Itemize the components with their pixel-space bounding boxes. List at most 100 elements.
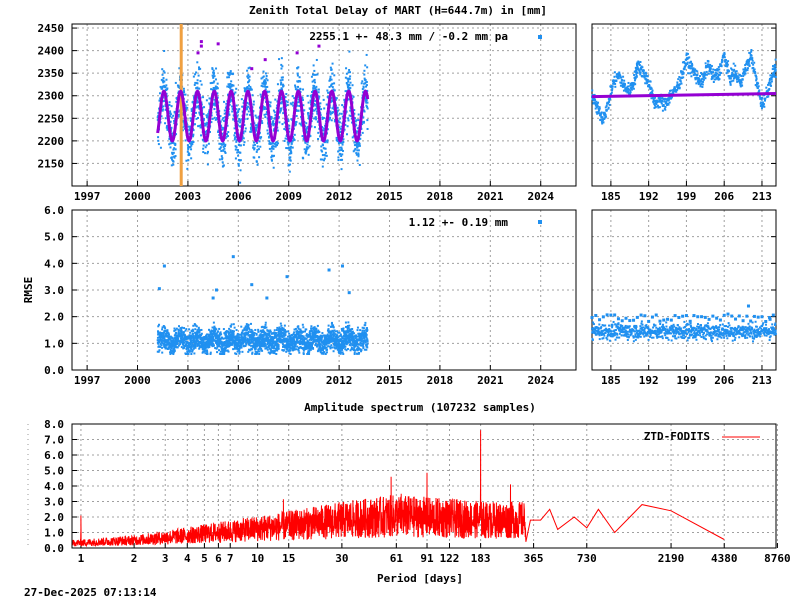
rmse-data-point bbox=[221, 345, 224, 348]
rmse-data-point bbox=[245, 323, 248, 326]
ztd-data-point bbox=[321, 116, 324, 119]
ztd-data-point bbox=[184, 139, 187, 142]
ztd-data-point bbox=[355, 131, 358, 134]
ztd-data-point bbox=[219, 147, 222, 150]
rmse-data-point bbox=[156, 336, 159, 339]
rmse-data-point bbox=[258, 342, 261, 345]
rmse-data-point bbox=[280, 341, 283, 344]
ztd-recent-data-point bbox=[724, 59, 727, 62]
ztd-data-point bbox=[339, 127, 342, 130]
ztd-data-point bbox=[354, 147, 357, 150]
ztd-recent-data-point bbox=[622, 89, 625, 92]
ztd-recent-data-point bbox=[600, 116, 603, 119]
ztd-recent-data-point bbox=[612, 81, 615, 84]
ztd-data-point bbox=[250, 125, 253, 128]
ztd-data-point bbox=[341, 143, 344, 146]
ztd-data-point bbox=[300, 115, 303, 118]
ztd-data-point bbox=[202, 119, 205, 122]
ztd-data-point bbox=[361, 80, 364, 83]
ztd-outlier-point bbox=[216, 42, 220, 46]
rmse-data-point bbox=[274, 344, 277, 347]
ztd-data-point bbox=[162, 81, 165, 84]
ztd-data-point bbox=[348, 84, 351, 87]
rmse-data-point bbox=[162, 335, 165, 338]
rmse-data-point bbox=[251, 352, 254, 355]
ztd-recent-data-point bbox=[654, 106, 657, 109]
rmse-data-point bbox=[314, 333, 317, 336]
ztd-data-point bbox=[229, 82, 232, 85]
ztd-data-point bbox=[317, 97, 320, 100]
ztd-recent-data-point bbox=[716, 69, 719, 72]
rmse-data-point bbox=[264, 344, 267, 347]
rmse-data-point bbox=[286, 345, 289, 348]
ztd-recent-data-point bbox=[699, 83, 702, 86]
ztd-data-point bbox=[198, 124, 201, 127]
ztd-recent-data-point bbox=[718, 68, 721, 71]
ztd-data-point bbox=[181, 129, 184, 132]
ztd-data-point bbox=[364, 95, 367, 98]
rmse-data-point bbox=[254, 328, 257, 331]
ztd-recent-data-point bbox=[627, 90, 630, 93]
rmse-data-point bbox=[219, 339, 222, 342]
ztd-data-point bbox=[173, 156, 176, 159]
rmse-data-point bbox=[301, 323, 304, 326]
rmse-data-point bbox=[215, 328, 218, 331]
ztd-data-point bbox=[199, 80, 202, 83]
ztd-data-point bbox=[355, 130, 358, 133]
rmse-data-point bbox=[308, 338, 311, 341]
ztd-data-point bbox=[168, 103, 171, 106]
ztd-data-point bbox=[206, 150, 209, 153]
ztd-data-point bbox=[316, 110, 319, 113]
ztd-data-point bbox=[362, 91, 365, 94]
ztd-data-point bbox=[202, 144, 205, 147]
rmse-data-point bbox=[244, 325, 247, 328]
ztd-recent-data-point bbox=[654, 99, 657, 102]
rmse-data-point bbox=[236, 334, 239, 337]
ztd-y-tick-label: 2250 bbox=[38, 112, 65, 125]
ztd-data-point bbox=[267, 122, 270, 125]
rmse-data-point bbox=[251, 340, 254, 343]
ztd-recent-data-point bbox=[700, 82, 703, 85]
rmse-data-point bbox=[290, 343, 293, 346]
ztd-data-point bbox=[364, 64, 367, 67]
ztd-data-point bbox=[293, 139, 296, 142]
ztd-data-point bbox=[264, 106, 267, 109]
rmse-data-point bbox=[204, 338, 207, 341]
ztd-recent-data-point bbox=[756, 86, 759, 89]
rmse-data-point bbox=[212, 330, 215, 333]
ztd-recent-data-point bbox=[636, 66, 639, 69]
rmse-data-point bbox=[292, 347, 295, 350]
ztd-recent-data-point bbox=[664, 108, 667, 111]
ztd-data-point bbox=[237, 162, 240, 165]
ztd-data-point bbox=[336, 140, 339, 143]
ztd-data-point bbox=[218, 142, 221, 145]
ztd-data-point bbox=[234, 157, 237, 160]
rmse-data-point bbox=[190, 341, 193, 344]
rmse-data-point bbox=[263, 326, 266, 329]
ztd-data-point bbox=[270, 159, 273, 162]
ztd-recent-panel: 185 192 199 206 213 bbox=[591, 23, 777, 203]
rmse-data-point bbox=[310, 345, 313, 348]
ztd-recent-data-point bbox=[759, 102, 762, 105]
rmse-data-point bbox=[192, 347, 195, 350]
ztd-recent-data-point bbox=[679, 76, 682, 79]
ztd-data-point bbox=[163, 80, 166, 83]
ztd-data-point bbox=[294, 121, 297, 124]
rmse-data-point bbox=[167, 347, 170, 350]
ztd-data-point bbox=[248, 87, 251, 90]
ztd-recent-data-point bbox=[686, 52, 689, 55]
rmse-data-point bbox=[181, 334, 184, 337]
spectrum-title: Amplitude spectrum (107232 samples) bbox=[304, 401, 536, 414]
rmse-data-point bbox=[187, 346, 190, 349]
rmse-data-point bbox=[159, 343, 162, 346]
ztd-data-point bbox=[208, 130, 211, 133]
ztd-data-point bbox=[273, 154, 276, 157]
rmse-data-point bbox=[163, 346, 166, 349]
rmse-data-point bbox=[158, 323, 161, 326]
rmse-data-point bbox=[192, 330, 195, 333]
ztd-recent-data-point bbox=[611, 89, 614, 92]
rmse-data-point bbox=[266, 348, 269, 351]
ztd-data-point bbox=[234, 91, 237, 94]
rmse-data-point bbox=[267, 336, 270, 339]
rmse-data-point bbox=[173, 329, 176, 332]
